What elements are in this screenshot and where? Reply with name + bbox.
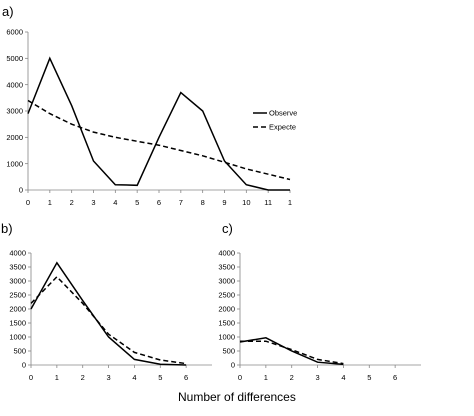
observed-series-line-b bbox=[30, 261, 187, 366]
y-tick-label-b: 500 bbox=[13, 347, 26, 356]
observed-series-line-c bbox=[239, 337, 344, 366]
x-tick-label-a: 11 bbox=[264, 198, 272, 207]
y-tick-label-a: 1000 bbox=[6, 159, 23, 168]
x-tick-label-a: 2 bbox=[70, 198, 74, 207]
x-tick-label-c: 0 bbox=[238, 373, 242, 382]
y-tick-label-a: 3000 bbox=[6, 107, 23, 116]
y-tick-label-c: 500 bbox=[222, 347, 235, 356]
x-tick-label-c: 6 bbox=[393, 373, 397, 382]
x-tick-label-c: 2 bbox=[290, 373, 294, 382]
x-tick-label-b: 4 bbox=[132, 373, 136, 382]
x-tick-label-a: 5 bbox=[135, 198, 139, 207]
y-tick-label-c: 1000 bbox=[218, 333, 235, 342]
legend-label-observed: Observe bbox=[269, 109, 297, 118]
y-tick-label-b: 2500 bbox=[9, 291, 26, 300]
y-tick-label-c: 4000 bbox=[218, 249, 235, 258]
panel-c-letter: c) bbox=[222, 221, 233, 236]
y-tick-label-a: 4000 bbox=[6, 80, 23, 89]
panel-a-letter: a) bbox=[2, 4, 14, 19]
y-tick-label-b: 0 bbox=[22, 361, 26, 370]
x-axis-label: Number of differences bbox=[178, 390, 296, 404]
expected-series-line-b bbox=[30, 275, 187, 365]
x-tick-label-c: 4 bbox=[341, 373, 345, 382]
y-tick-label-b: 2000 bbox=[9, 305, 26, 314]
expected-series-line-c bbox=[240, 340, 344, 365]
x-tick-label-b: 3 bbox=[106, 373, 110, 382]
x-tick-label-a: 4 bbox=[113, 198, 117, 207]
legend-label-expected: Expecte bbox=[269, 123, 296, 132]
y-tick-label-a: 2000 bbox=[6, 133, 23, 142]
observed-series-line-a bbox=[27, 56, 290, 191]
x-tick-label-b: 1 bbox=[55, 373, 59, 382]
y-tick-label-b: 3000 bbox=[9, 277, 26, 286]
x-tick-label-a: 10 bbox=[242, 198, 250, 207]
x-tick-label-b: 0 bbox=[29, 373, 33, 382]
x-tick-label-b: 5 bbox=[158, 373, 162, 382]
x-tick-label-a: 0 bbox=[26, 198, 30, 207]
panel-b-letter: b) bbox=[1, 221, 13, 236]
y-tick-label-b: 4000 bbox=[9, 249, 26, 258]
x-tick-label-a: 6 bbox=[157, 198, 161, 207]
x-tick-label-a: 3 bbox=[91, 198, 95, 207]
x-tick-label-a: 1 bbox=[288, 198, 292, 207]
y-tick-label-b: 1000 bbox=[9, 333, 26, 342]
y-tick-label-c: 3000 bbox=[218, 277, 235, 286]
x-tick-label-c: 5 bbox=[367, 373, 371, 382]
expected-series-line-a bbox=[27, 99, 291, 181]
x-tick-label-a: 1 bbox=[48, 198, 52, 207]
x-tick-label-b: 2 bbox=[81, 373, 85, 382]
x-tick-label-b: 6 bbox=[184, 373, 188, 382]
y-tick-label-b: 1500 bbox=[9, 319, 26, 328]
y-tick-label-a: 5000 bbox=[6, 54, 23, 63]
y-tick-label-a: 6000 bbox=[6, 28, 23, 37]
y-tick-label-c: 3500 bbox=[218, 263, 235, 272]
chart-panel-c: 0 500 1000 1500 2000 2500 3000 3500 4000 0 1 2 3 4 5 6 bbox=[218, 249, 421, 382]
y-tick-label-c: 2500 bbox=[218, 291, 235, 300]
y-tick-label-c: 0 bbox=[231, 361, 235, 370]
y-tick-label-c: 2000 bbox=[218, 305, 235, 314]
y-tick-label-c: 1500 bbox=[218, 319, 235, 328]
y-tick-label-b: 3500 bbox=[9, 263, 26, 272]
x-tick-label-c: 1 bbox=[264, 373, 268, 382]
x-tick-label-a: 9 bbox=[222, 198, 226, 207]
y-tick-label-a: 0 bbox=[19, 186, 23, 195]
x-tick-label-c: 3 bbox=[315, 373, 319, 382]
chart-panel-b: 0 500 1000 1500 2000 2500 3000 3500 4000 0 1 2 3 4 5 6 bbox=[9, 249, 212, 382]
x-tick-label-a: 7 bbox=[179, 198, 183, 207]
x-tick-label-a: 8 bbox=[201, 198, 205, 207]
